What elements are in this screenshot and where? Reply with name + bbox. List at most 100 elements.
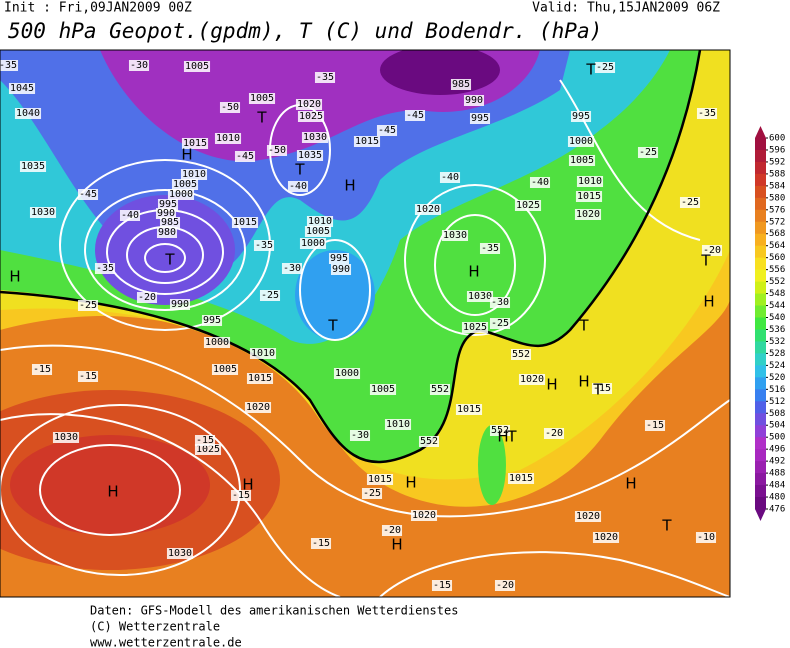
label-bg [119, 210, 141, 221]
pressure-center: H [578, 373, 589, 391]
label-bg [167, 189, 195, 200]
label-bg [361, 488, 383, 499]
colorbar-label: 528 [769, 349, 785, 359]
contour-label: -45 [378, 125, 396, 136]
label-bg [169, 299, 191, 310]
contour-label: -50 [221, 102, 239, 113]
contour-label: 1015 [577, 191, 601, 202]
label-bg [0, 60, 19, 71]
contour-label: 1020 [520, 374, 544, 385]
colorbar-label: 592 [769, 157, 785, 167]
colorbar-label: 540 [769, 313, 785, 323]
contour-label: 990 [332, 264, 350, 275]
colorbar-bin [755, 461, 766, 474]
contour-label: -25 [363, 488, 381, 499]
map-title: 500 hPa Geopot.(gpdm), T (C) und Bodendr… [8, 19, 602, 43]
contour-label: -25 [596, 62, 614, 73]
label-bg [507, 473, 535, 484]
label-bg [594, 62, 616, 73]
colorbar-bin [755, 197, 766, 211]
colorbar-bin [755, 449, 766, 462]
contour-label: 1000 [335, 368, 359, 379]
label-bg [384, 419, 412, 430]
colorbar-bin [755, 485, 766, 498]
contour-label: -20 [545, 428, 563, 439]
label-bg [696, 108, 718, 119]
contour-label: -25 [681, 197, 699, 208]
label-bg [310, 538, 332, 549]
contour-label: 1015 [457, 404, 481, 415]
colorbar-bin [755, 353, 766, 366]
contour-label: 1015 [248, 373, 272, 384]
label-bg [637, 147, 659, 158]
contour-label: -45 [79, 189, 97, 200]
footer-line: (C) Wetterzentrale [90, 620, 220, 634]
contour-label: -15 [433, 580, 451, 591]
pressure-center: T [700, 252, 711, 270]
contour-label: -30 [491, 297, 509, 308]
label-bg [679, 197, 701, 208]
contour-label: 1025 [516, 200, 540, 211]
contour-label: -10 [697, 532, 715, 543]
label-bg [259, 290, 281, 301]
contour-label: 1030 [303, 132, 327, 143]
contour-label: 1015 [183, 138, 207, 149]
pressure-center: H [181, 146, 192, 164]
label-bg [31, 364, 53, 375]
colorbar-bin [755, 365, 766, 378]
label-bg [591, 383, 613, 394]
label-bg [296, 150, 324, 161]
polar-core [380, 50, 500, 95]
label-bg [246, 373, 274, 384]
contour-label: -20 [496, 580, 514, 591]
contour-label: 1000 [301, 238, 325, 249]
label-bg [439, 172, 461, 183]
contour-label: 1010 [216, 133, 240, 144]
pressure-center: T [661, 517, 672, 535]
label-bg [543, 428, 565, 439]
label-bg [376, 125, 398, 136]
colorbar-label: 536 [769, 325, 785, 335]
label-bg [494, 580, 516, 591]
contour-label: 552 [431, 384, 449, 395]
label-bg [489, 425, 511, 436]
contour-label: 1005 [213, 364, 237, 375]
pressure-center: H [497, 428, 508, 446]
contour-label: 1020 [246, 402, 270, 413]
label-bg [366, 474, 394, 485]
label-bg [211, 364, 239, 375]
label-bg [29, 207, 57, 218]
label-bg [404, 110, 426, 121]
contour-label: 1025 [196, 444, 220, 455]
label-bg [19, 161, 47, 172]
label-bg [219, 102, 241, 113]
contour-label: -20 [703, 245, 721, 256]
contour-label: 1035 [21, 161, 45, 172]
contour-label: -40 [531, 177, 549, 188]
contour-label: -15 [79, 371, 97, 382]
label-bg [214, 133, 242, 144]
label-bg [304, 226, 332, 237]
pressure-center: T [578, 317, 589, 335]
pressure-center: T [164, 251, 175, 269]
colorbar-label: 488 [769, 469, 785, 479]
contour-label: -45 [236, 151, 254, 162]
label-bg [450, 79, 472, 90]
colorbar-top-arrow [755, 126, 766, 138]
label-bg [574, 511, 602, 522]
label-bg [230, 490, 252, 501]
contour-label: 990 [157, 208, 175, 219]
pressure-center: H [344, 177, 355, 195]
label-bg [231, 217, 259, 228]
label-bg [441, 230, 469, 241]
contour-label: 1035 [298, 150, 322, 161]
colorbar-bin [755, 281, 766, 295]
label-bg [244, 402, 272, 413]
contour-label: 995 [159, 199, 177, 210]
colorbar-bin [755, 413, 766, 426]
colorbar-bin [755, 185, 766, 199]
label-bg [194, 435, 216, 446]
contour-label: -35 [316, 72, 334, 83]
contour-label: 1010 [251, 348, 275, 359]
